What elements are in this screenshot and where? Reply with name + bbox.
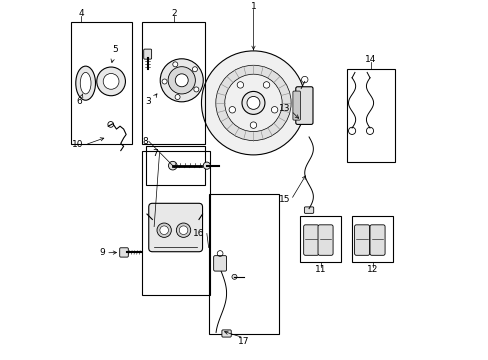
Text: 12: 12 (366, 265, 378, 274)
Circle shape (175, 94, 180, 99)
Circle shape (250, 122, 256, 129)
FancyBboxPatch shape (143, 49, 151, 59)
Circle shape (176, 223, 190, 237)
FancyBboxPatch shape (304, 207, 313, 213)
Ellipse shape (76, 66, 95, 100)
FancyBboxPatch shape (148, 203, 202, 252)
Circle shape (237, 82, 243, 88)
Text: 4: 4 (79, 9, 84, 18)
FancyBboxPatch shape (222, 330, 231, 337)
FancyBboxPatch shape (295, 87, 312, 125)
Text: 5: 5 (112, 45, 117, 54)
Text: 1: 1 (250, 2, 256, 11)
Bar (351, 216, 392, 262)
Text: 14: 14 (365, 55, 376, 64)
FancyBboxPatch shape (317, 225, 332, 255)
Circle shape (271, 107, 277, 113)
FancyBboxPatch shape (303, 225, 318, 255)
Circle shape (201, 51, 305, 155)
Ellipse shape (80, 72, 91, 94)
Text: 7: 7 (152, 149, 158, 158)
Circle shape (224, 74, 282, 132)
Text: 17: 17 (237, 337, 249, 346)
Bar (70, 22, 131, 144)
Circle shape (168, 67, 195, 94)
Circle shape (97, 67, 125, 96)
Circle shape (263, 82, 269, 88)
Circle shape (231, 274, 237, 279)
Circle shape (192, 67, 197, 72)
FancyBboxPatch shape (354, 225, 369, 255)
Circle shape (242, 91, 264, 114)
Circle shape (168, 161, 177, 170)
Circle shape (172, 62, 178, 67)
Circle shape (162, 79, 167, 84)
Text: 11: 11 (314, 265, 326, 274)
FancyBboxPatch shape (292, 91, 300, 120)
Circle shape (193, 87, 199, 92)
Text: 8: 8 (142, 137, 147, 146)
Circle shape (175, 74, 188, 87)
Circle shape (179, 226, 187, 234)
Circle shape (103, 73, 119, 89)
Bar (300, 216, 341, 262)
Text: 9: 9 (100, 248, 105, 257)
Circle shape (157, 223, 171, 237)
Circle shape (246, 96, 260, 109)
Circle shape (228, 107, 235, 113)
FancyBboxPatch shape (369, 225, 384, 255)
Text: 3: 3 (145, 97, 151, 106)
Bar (145, 146, 204, 185)
Circle shape (160, 226, 168, 234)
Text: 13: 13 (278, 104, 290, 113)
Text: 6: 6 (76, 96, 81, 105)
Text: 15: 15 (278, 195, 290, 204)
Circle shape (203, 162, 210, 169)
FancyBboxPatch shape (120, 248, 128, 257)
Text: 2: 2 (170, 9, 176, 18)
Bar (208, 194, 278, 334)
FancyBboxPatch shape (213, 256, 226, 271)
Bar (142, 22, 204, 144)
Bar (346, 69, 394, 162)
Circle shape (160, 59, 203, 102)
Bar (142, 151, 210, 295)
Text: 10: 10 (72, 140, 83, 149)
Circle shape (215, 65, 290, 140)
Text: 16: 16 (192, 229, 204, 238)
